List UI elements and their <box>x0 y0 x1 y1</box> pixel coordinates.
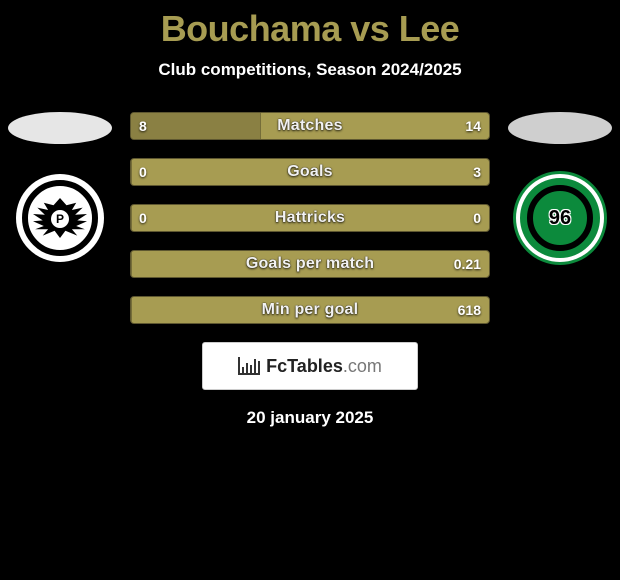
stat-bar-label: Goals per match <box>131 251 489 277</box>
brand-text: FcTables.com <box>266 356 382 377</box>
brand-suffix: .com <box>343 356 382 376</box>
player-right-column: 96 <box>500 112 620 262</box>
stat-value-right: 3 <box>465 159 489 185</box>
stat-bar-label: Hattricks <box>131 205 489 231</box>
club-badge-right-ring: 96 <box>527 185 593 251</box>
page-title: Bouchama vs Lee <box>0 8 620 50</box>
stat-value-right: 0 <box>465 205 489 231</box>
content-area: P 96 Matches814Goals03Hattricks00Goals p… <box>0 112 620 428</box>
brand-box[interactable]: FcTables.com <box>202 342 418 390</box>
comparison-card: Bouchama vs Lee Club competitions, Seaso… <box>0 0 620 428</box>
stat-value-left: 8 <box>131 113 155 139</box>
player-left-oval <box>8 112 112 144</box>
stat-value-right: 618 <box>450 297 489 323</box>
player-right-oval <box>508 112 612 144</box>
club-badge-left-ring: P <box>22 180 98 256</box>
club-badge-left: P <box>16 174 104 262</box>
stat-bar: Goals0 3 <box>130 158 490 186</box>
footer-date: 20 january 2025 <box>0 408 620 428</box>
brand-name: FcTables <box>266 356 343 376</box>
stat-bar-label: Goals <box>131 159 489 185</box>
stat-value-left: 0 <box>131 159 155 185</box>
stat-value-left: 0 <box>131 205 155 231</box>
stat-bar-label: Min per goal <box>131 297 489 323</box>
stat-bar: Matches8 14 <box>130 112 490 140</box>
stat-bar: Goals per match0.21 <box>130 250 490 278</box>
player-left-column: P <box>0 112 120 262</box>
club-badge-right: 96 <box>516 174 604 262</box>
stat-bar: Hattricks0 0 <box>130 204 490 232</box>
club-badge-right-number: 96 <box>549 207 571 230</box>
stat-value-right: 0.21 <box>446 251 489 277</box>
stat-bar: Min per goal618 <box>130 296 490 324</box>
club-badge-left-letter: P <box>49 208 71 230</box>
subtitle: Club competitions, Season 2024/2025 <box>0 60 620 80</box>
brand-chart-icon <box>238 357 260 375</box>
stats-bars: Matches814Goals03Hattricks00Goals per ma… <box>130 112 490 324</box>
stat-bar-label: Matches <box>131 113 489 139</box>
stat-value-right: 14 <box>457 113 489 139</box>
